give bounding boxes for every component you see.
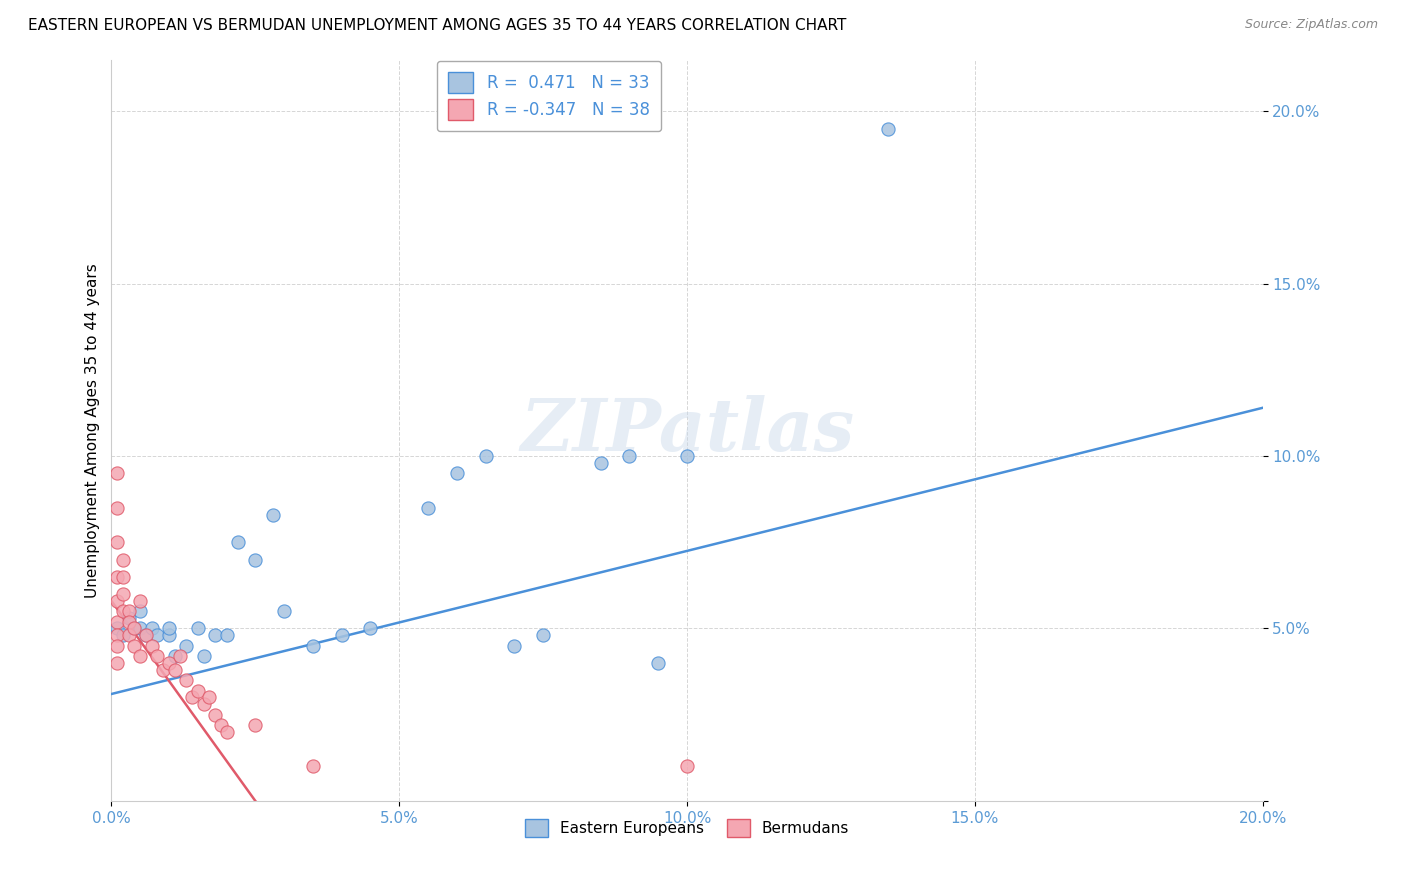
Point [273,604,295,618]
Point [163,649,186,664]
Point [187,622,209,636]
Point [226,535,249,549]
Point [146,649,169,664]
Point [204,707,226,722]
Point [302,759,325,773]
Point [146,628,169,642]
Text: EASTERN EUROPEAN VS BERMUDAN UNEMPLOYMENT AMONG AGES 35 TO 44 YEARS CORRELATION : EASTERN EUROPEAN VS BERMUDAN UNEMPLOYMEN… [28,18,846,33]
Point [124,622,146,636]
Text: Source: ZipAtlas.com: Source: ZipAtlas.com [1244,18,1378,31]
Point [198,690,221,705]
Point [118,611,141,625]
Point [105,639,128,653]
Point [676,449,699,463]
Point [187,683,209,698]
Point [647,656,669,670]
Point [245,718,267,732]
Point [105,615,128,629]
Point [174,673,197,688]
Point [204,628,226,642]
Point [105,622,128,636]
Point [105,628,128,642]
Point [619,449,641,463]
Point [111,587,134,601]
Point [262,508,284,522]
Point [152,663,174,677]
Y-axis label: Unemployment Among Ages 35 to 44 years: Unemployment Among Ages 35 to 44 years [86,263,100,598]
Point [105,570,128,584]
Point [141,639,163,653]
Point [129,649,152,664]
Point [181,690,204,705]
Point [193,649,215,664]
Point [163,663,186,677]
Point [330,628,353,642]
Point [111,628,134,642]
Point [193,698,215,712]
Point [111,570,134,584]
Point [215,725,238,739]
Point [589,456,612,470]
Point [209,718,232,732]
Point [359,622,381,636]
Point [135,628,157,642]
Point [118,615,141,629]
Point [124,622,146,636]
Point [111,604,134,618]
Point [157,656,180,670]
Point [446,467,468,481]
Point [157,628,180,642]
Point [531,628,554,642]
Point [129,594,152,608]
Point [105,594,128,608]
Point [474,449,496,463]
Point [215,628,238,642]
Point [141,622,163,636]
Point [105,535,128,549]
Point [157,622,180,636]
Legend: Eastern Europeans, Bermudans: Eastern Europeans, Bermudans [517,811,856,845]
Point [416,500,439,515]
Point [105,467,128,481]
Point [877,121,900,136]
Point [135,628,157,642]
Point [129,622,152,636]
Point [105,500,128,515]
Point [111,552,134,566]
Point [245,552,267,566]
Point [676,759,699,773]
Point [124,639,146,653]
Point [302,639,325,653]
Point [118,628,141,642]
Point [105,656,128,670]
Text: ZIPatlas: ZIPatlas [520,395,853,466]
Point [169,649,191,664]
Point [129,604,152,618]
Point [503,639,526,653]
Point [174,639,197,653]
Point [118,604,141,618]
